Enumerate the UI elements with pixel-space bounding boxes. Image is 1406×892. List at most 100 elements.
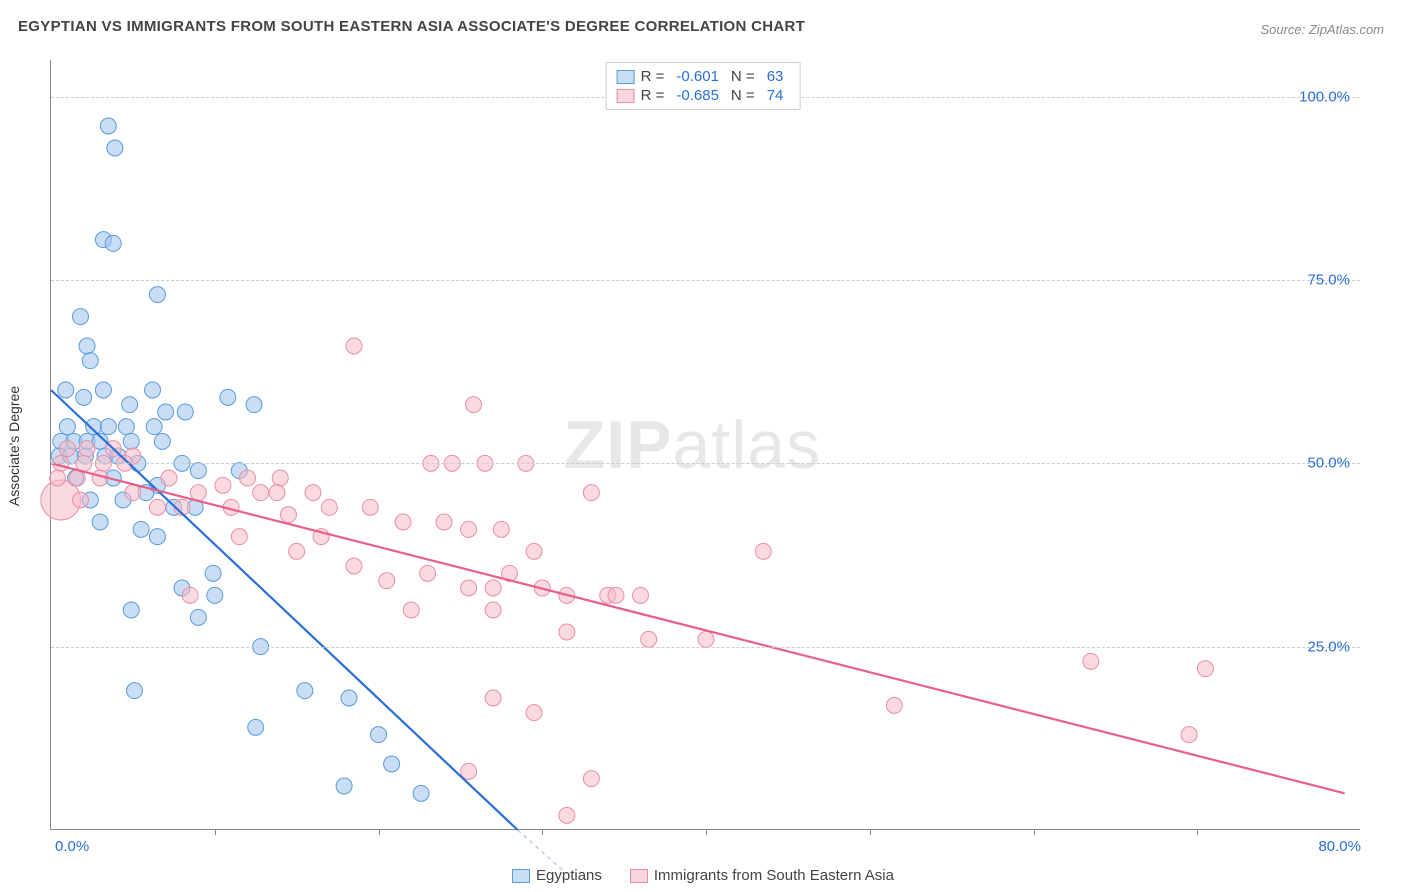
- data-point: [269, 485, 285, 501]
- data-point: [105, 235, 121, 251]
- data-point: [50, 470, 66, 486]
- legend-label: Immigrants from South Eastern Asia: [654, 867, 894, 884]
- data-point: [95, 382, 111, 398]
- data-point: [248, 719, 264, 735]
- x-tick-label: 80.0%: [1318, 838, 1361, 855]
- data-point: [272, 470, 288, 486]
- data-point: [633, 587, 649, 603]
- gridline: [51, 647, 1360, 648]
- data-point: [215, 477, 231, 493]
- data-point: [341, 690, 357, 706]
- swatch-egyptians: [617, 70, 635, 84]
- legend-item-egyptians: Egyptians: [512, 867, 602, 884]
- data-point: [240, 470, 256, 486]
- data-point: [280, 507, 296, 523]
- data-point: [420, 565, 436, 581]
- data-point: [583, 771, 599, 787]
- x-tick: [1197, 829, 1198, 835]
- data-point: [461, 580, 477, 596]
- legend-item-se-asia: Immigrants from South Eastern Asia: [630, 867, 894, 884]
- data-point: [92, 514, 108, 530]
- data-point: [253, 485, 269, 501]
- data-point: [641, 631, 657, 647]
- data-point: [395, 514, 411, 530]
- y-axis-label: Associate's Degree: [6, 386, 22, 506]
- data-point: [485, 690, 501, 706]
- data-point: [207, 587, 223, 603]
- chart-title: EGYPTIAN VS IMMIGRANTS FROM SOUTH EASTER…: [18, 18, 805, 35]
- data-point: [583, 485, 599, 501]
- data-point: [526, 705, 542, 721]
- data-point: [413, 785, 429, 801]
- legend-row-se-asia: R = -0.685 N = 74: [617, 86, 790, 105]
- data-point: [371, 727, 387, 743]
- data-point: [79, 338, 95, 354]
- x-tick: [1034, 829, 1035, 835]
- data-point: [465, 397, 481, 413]
- data-point: [182, 587, 198, 603]
- gridline: [51, 280, 1360, 281]
- data-point: [559, 807, 575, 823]
- data-point: [190, 485, 206, 501]
- data-point: [154, 433, 170, 449]
- data-point: [158, 404, 174, 420]
- data-point: [1083, 653, 1099, 669]
- data-point: [72, 492, 88, 508]
- chart-svg: [51, 60, 1360, 829]
- data-point: [145, 382, 161, 398]
- data-point: [149, 287, 165, 303]
- data-point: [82, 353, 98, 369]
- data-point: [485, 580, 501, 596]
- legend-label: Egyptians: [536, 867, 602, 884]
- data-point: [58, 382, 74, 398]
- data-point: [190, 463, 206, 479]
- correlation-legend: R = -0.601 N = 63 R = -0.685 N = 74: [606, 62, 801, 110]
- data-point: [177, 404, 193, 420]
- data-point: [755, 543, 771, 559]
- y-tick-label: 75.0%: [1307, 272, 1350, 289]
- data-point: [886, 697, 902, 713]
- x-tick: [542, 829, 543, 835]
- data-point: [436, 514, 452, 530]
- data-point: [59, 441, 75, 457]
- data-point: [346, 338, 362, 354]
- data-point: [79, 441, 95, 457]
- data-point: [125, 485, 141, 501]
- data-point: [1181, 727, 1197, 743]
- data-point: [608, 587, 624, 603]
- data-point: [246, 397, 262, 413]
- data-point: [526, 543, 542, 559]
- data-point: [149, 499, 165, 515]
- data-point: [59, 419, 75, 435]
- source-attribution: Source: ZipAtlas.com: [1260, 22, 1384, 37]
- data-point: [146, 419, 162, 435]
- data-point: [384, 756, 400, 772]
- plot-area: ZIPatlas 25.0%50.0%75.0%100.0%0.0%80.0%: [50, 60, 1360, 830]
- data-point: [698, 631, 714, 647]
- data-point: [100, 419, 116, 435]
- data-point: [122, 397, 138, 413]
- data-point: [133, 521, 149, 537]
- legend-row-egyptians: R = -0.601 N = 63: [617, 67, 790, 86]
- data-point: [305, 485, 321, 501]
- y-tick-label: 50.0%: [1307, 455, 1350, 472]
- data-point: [123, 602, 139, 618]
- data-point: [86, 419, 102, 435]
- data-point: [362, 499, 378, 515]
- data-point: [127, 683, 143, 699]
- data-point: [231, 529, 247, 545]
- x-tick: [379, 829, 380, 835]
- gridline: [51, 463, 1360, 464]
- data-point: [76, 389, 92, 405]
- y-tick-label: 100.0%: [1299, 88, 1350, 105]
- x-tick: [870, 829, 871, 835]
- data-point: [149, 529, 165, 545]
- data-point: [336, 778, 352, 794]
- swatch-se-asia: [617, 89, 635, 103]
- data-point: [346, 558, 362, 574]
- data-point: [161, 470, 177, 486]
- data-point: [403, 602, 419, 618]
- data-point: [379, 573, 395, 589]
- data-point: [205, 565, 221, 581]
- data-point: [1197, 661, 1213, 677]
